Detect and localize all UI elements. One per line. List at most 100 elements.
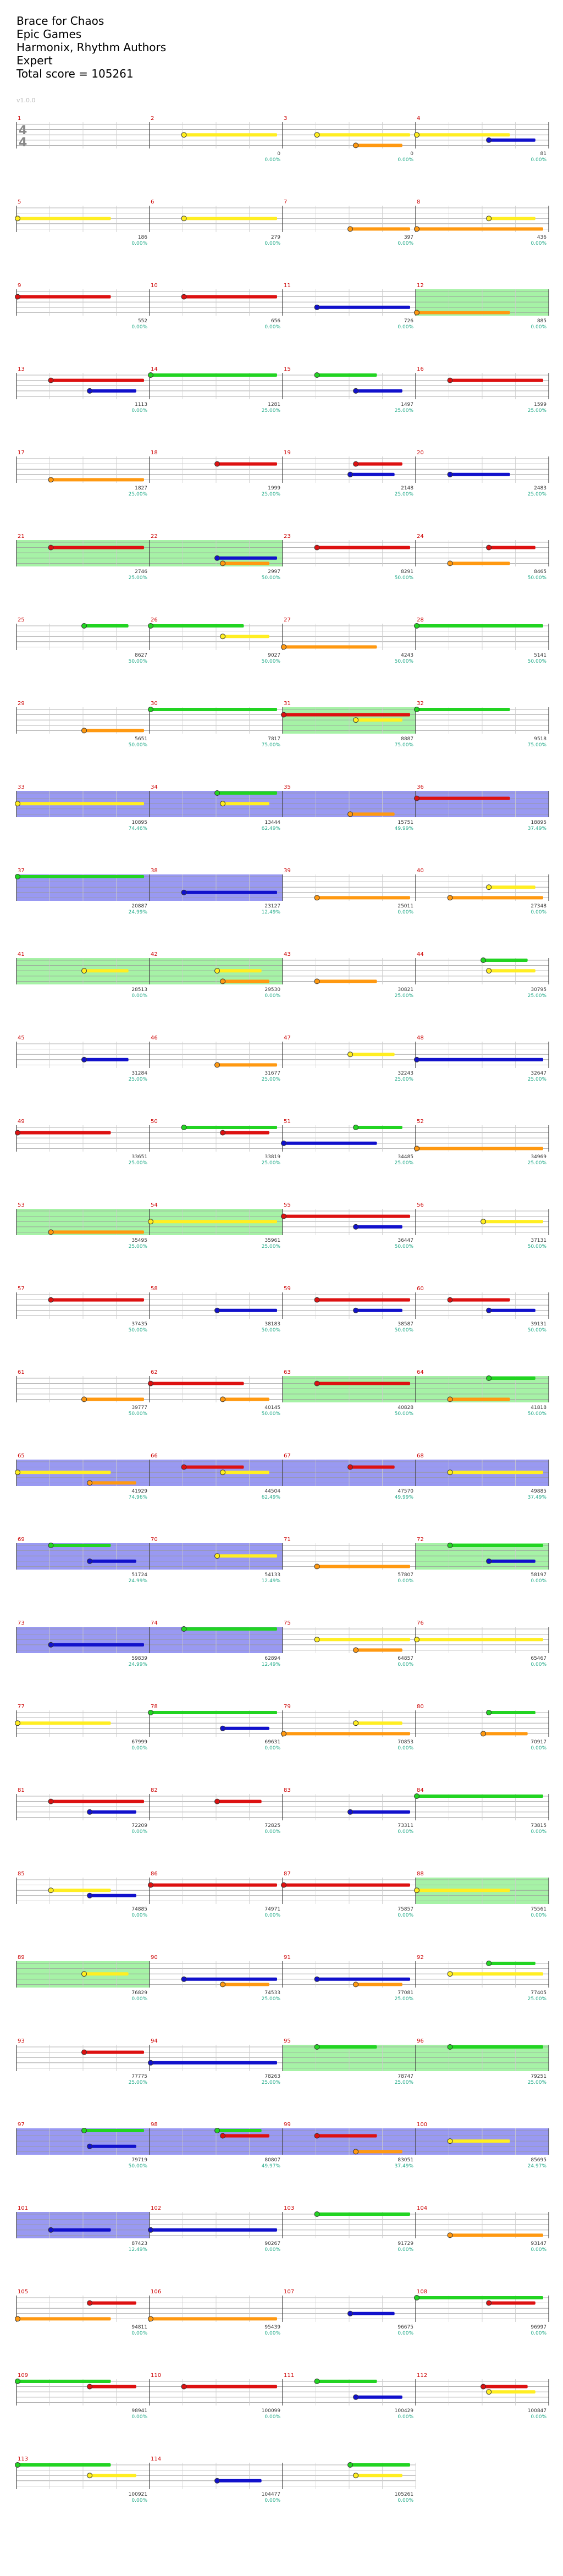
orange-note	[353, 1981, 359, 1988]
red-note	[87, 2300, 93, 2306]
orange-note	[220, 560, 226, 566]
measure-score: 105261	[395, 2492, 413, 2497]
yellow-note	[148, 1219, 153, 1225]
blue-sustain	[350, 2311, 395, 2315]
overdrive-percent: 25.00%	[129, 575, 148, 581]
orange-sustain	[350, 812, 395, 816]
measure-number: 22	[151, 533, 158, 540]
blue-note	[486, 1558, 492, 1564]
measure-number: 99	[284, 2122, 291, 2128]
overdrive-percent: 25.00%	[129, 1077, 148, 1082]
measure-score: 552	[138, 318, 147, 324]
measure-score: 96675	[398, 2325, 413, 2330]
green-note	[314, 2211, 320, 2217]
measure-score: 9027	[268, 653, 280, 658]
total-score: Total score = 105261	[16, 67, 134, 80]
blue-note	[414, 1056, 420, 1063]
blue-note	[87, 2143, 93, 2149]
measure-score: 34485	[398, 1154, 413, 1160]
measure-number: 78	[151, 1704, 158, 1710]
measure-score: 436	[537, 235, 547, 240]
green-note	[347, 2462, 353, 2468]
red-sustain	[184, 1465, 244, 1469]
overdrive-percent: 49.97%	[262, 2164, 281, 2169]
green-sustain	[350, 2463, 410, 2467]
overdrive-percent: 0.00%	[531, 1829, 547, 1835]
red-note	[353, 461, 359, 467]
measure-score: 10895	[131, 820, 147, 825]
red-sustain	[90, 2301, 136, 2305]
yellow-sustain	[51, 1889, 111, 1892]
orange-note	[15, 2316, 20, 2322]
overdrive-percent: 0.00%	[131, 2414, 147, 2420]
measure-score: 47570	[398, 1489, 413, 1494]
measure-number: 1	[18, 115, 21, 122]
blue-note	[347, 1809, 353, 1815]
measure-score: 40828	[398, 1405, 413, 1411]
orange-note	[48, 1229, 54, 1235]
blue-note	[486, 1307, 492, 1313]
overdrive-percent: 25.00%	[129, 1160, 148, 1166]
difficulty-label: Expert	[16, 54, 53, 67]
blue-note	[48, 1642, 54, 1648]
overdrive-percent: 50.00%	[129, 742, 148, 748]
measure-number: 12	[417, 283, 424, 289]
measure-score: 69631	[264, 1740, 280, 1745]
yellow-sustain	[84, 969, 129, 973]
measure-score: 94811	[131, 2325, 147, 2330]
green-sustain	[151, 1711, 277, 1714]
green-note	[148, 707, 153, 712]
blue-sustain	[489, 138, 536, 142]
red-note	[148, 1882, 153, 1888]
overdrive-percent: 0.00%	[131, 1746, 147, 1751]
measure-score: 8887	[401, 736, 413, 742]
measure-number: 45	[18, 1035, 25, 1041]
measure-number: 79	[284, 1704, 291, 1710]
red-note	[481, 2384, 486, 2390]
green-note	[314, 2044, 320, 2050]
overdrive-percent: 0.00%	[398, 910, 413, 915]
overdrive-percent: 50.00%	[262, 575, 281, 581]
measure-number: 58	[151, 1286, 158, 1292]
overdrive-percent: 0.00%	[531, 1746, 547, 1751]
measure-number: 24	[417, 533, 424, 540]
measure-number: 68	[417, 1453, 424, 1459]
red-note	[181, 1464, 187, 1470]
yellow-note	[181, 216, 187, 222]
red-sustain	[317, 1381, 410, 1385]
blue-sustain	[90, 1810, 136, 1814]
measure-number: 81	[18, 1787, 25, 1793]
measure-score: 36447	[398, 1238, 413, 1243]
measure-score: 38587	[398, 1322, 413, 1327]
yellow-note	[447, 2138, 453, 2144]
overdrive-percent: 0.00%	[398, 1662, 413, 1667]
green-note	[414, 707, 420, 712]
orange-note	[81, 728, 87, 734]
orange-sustain	[356, 1983, 402, 1986]
yellow-note	[220, 1469, 226, 1476]
measure-score: 79719	[131, 2157, 147, 2163]
measure-score: 2148	[401, 486, 413, 491]
overdrive-percent: 25.00%	[262, 492, 281, 497]
green-note	[148, 1710, 153, 1715]
orange-note	[347, 811, 353, 817]
green-sustain	[489, 1377, 536, 1380]
measure-number: 105	[18, 2289, 28, 2295]
overdrive-percent: 0.00%	[398, 1746, 413, 1751]
yellow-sustain	[356, 1721, 402, 1725]
measure-score: 70917	[531, 1740, 547, 1745]
overdrive-percent: 50.00%	[129, 2164, 148, 2169]
measure-score: 80807	[264, 2157, 280, 2163]
measure-score: 27348	[531, 904, 547, 909]
orange-sustain	[317, 1565, 410, 1568]
overdrive-percent: 0.00%	[264, 2247, 280, 2253]
measure-score: 13444	[264, 820, 280, 825]
measure-score: 76829	[131, 1990, 147, 1996]
measure-score: 98941	[131, 2408, 147, 2414]
measure-number: 16	[417, 366, 424, 372]
green-note	[486, 1375, 492, 1381]
red-note	[314, 1297, 320, 1303]
measure-number: 93	[18, 2038, 25, 2044]
red-sustain	[284, 713, 410, 717]
overdrive-percent: 0.00%	[531, 324, 547, 330]
